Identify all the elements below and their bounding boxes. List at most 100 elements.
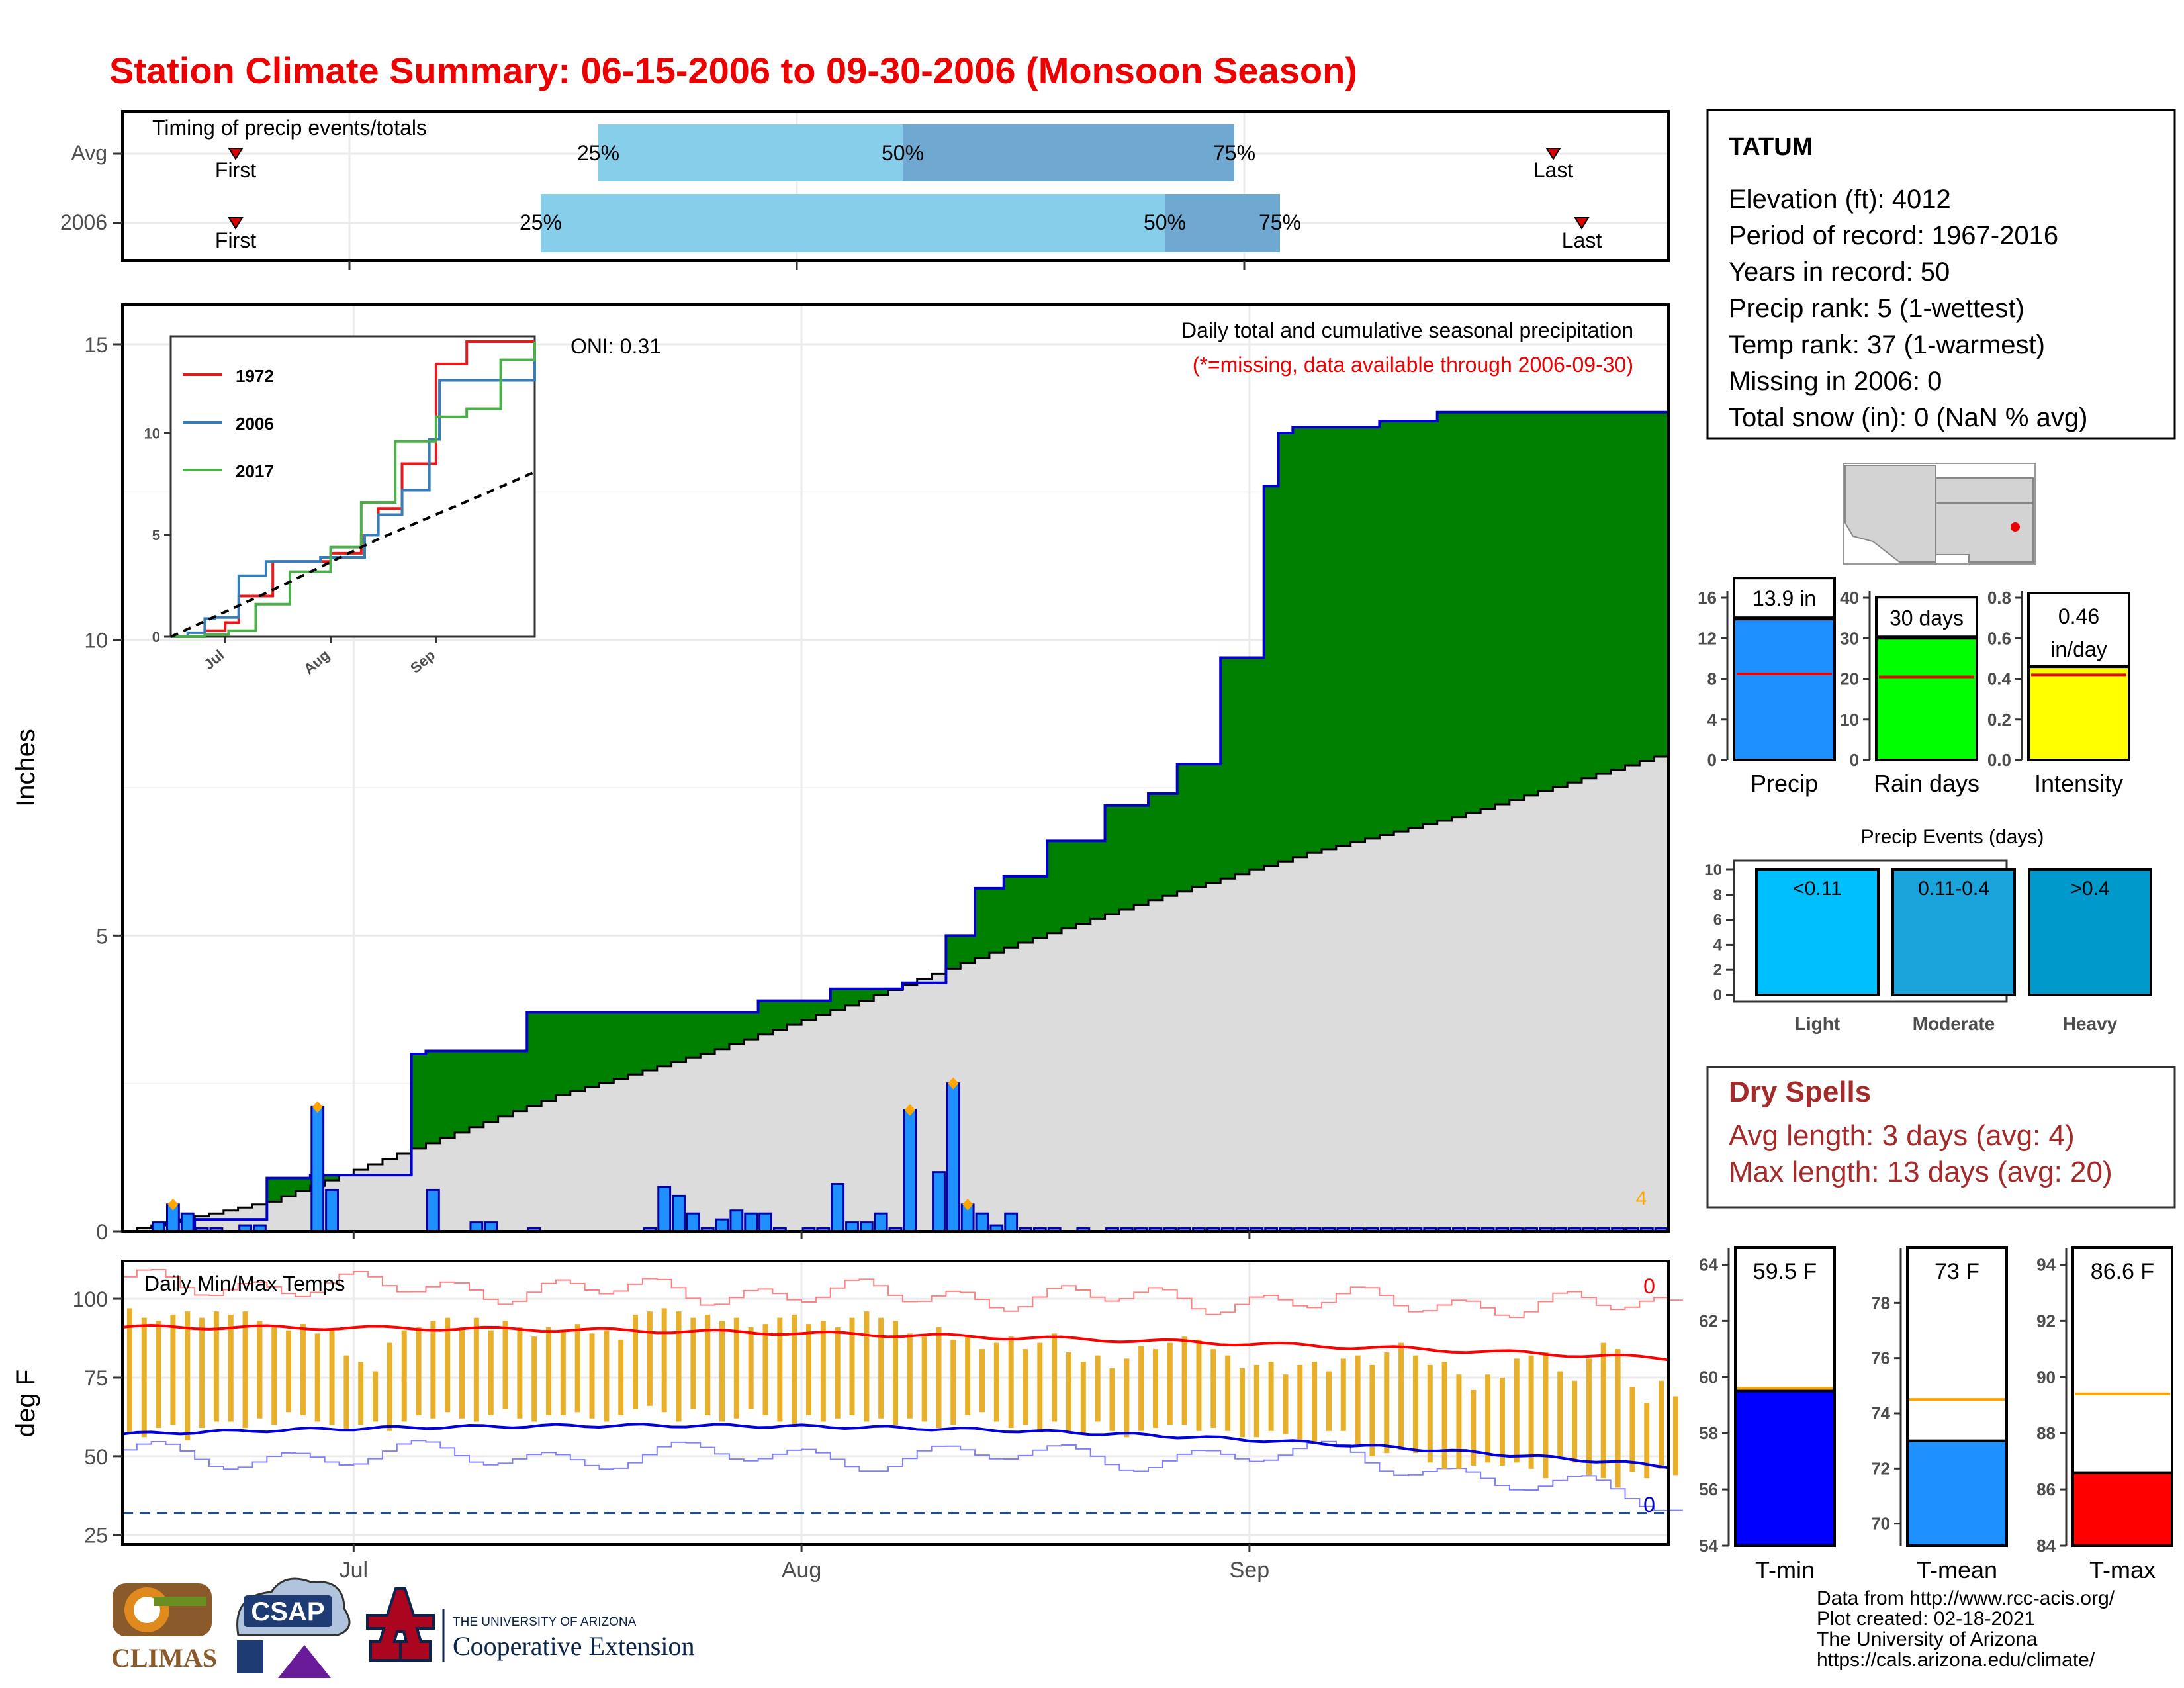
temp-bar-tick-label: 70	[1871, 1514, 1890, 1534]
mini-value-label: 13.9 in	[1752, 586, 1816, 610]
record-min-line	[122, 1440, 1683, 1511]
precip-panel: Daily total and cumulative seasonal prec…	[11, 303, 1670, 1244]
surplus-area	[1350, 427, 1366, 843]
surplus-area	[801, 1000, 817, 1020]
surplus-area	[1278, 433, 1293, 862]
surplus-area	[1105, 805, 1120, 915]
surplus-area	[989, 888, 1005, 953]
daily-precip-bar	[715, 1218, 729, 1233]
daily-precip-bar	[1004, 1212, 1019, 1233]
temp-y-axis-title: deg F	[11, 1370, 40, 1437]
surplus-area	[411, 1054, 427, 1149]
temp-bar-tick-label: 60	[1699, 1367, 1718, 1387]
surplus-area	[1582, 412, 1597, 778]
surplus-area	[758, 1000, 774, 1035]
surplus-area	[1293, 427, 1308, 857]
daily-precip-bar	[874, 1212, 888, 1233]
daily-precip-bar	[758, 1212, 772, 1233]
precip-ytick-label: 5	[96, 924, 108, 948]
timing-panel-label: Timing of precip events/totals	[152, 116, 427, 140]
oni-label: ONI: 0.31	[570, 334, 661, 358]
inset-legend-1972: 1972	[236, 366, 274, 386]
surplus-area	[874, 988, 889, 996]
surplus-area	[830, 988, 846, 1011]
temp-bar-tick-label: 72	[1871, 1458, 1890, 1478]
event-bar-label: Heavy	[2063, 1013, 2118, 1034]
station-period: Period of record: 1967-2016	[1729, 221, 2058, 250]
surplus-area	[512, 1051, 527, 1111]
timing-row-avg: Avg	[71, 141, 107, 165]
inset-legend-2017: 2017	[236, 461, 274, 481]
daily-precip-bar	[180, 1212, 195, 1233]
2006-last-label: Last	[1562, 228, 1602, 252]
surplus-area	[1148, 793, 1163, 900]
daily-max-marker	[962, 1198, 974, 1211]
temp-bar-tick-label: 94	[2036, 1254, 2056, 1274]
surplus-area	[527, 1012, 542, 1106]
footer-line-4: https://cals.arizona.edu/climate/	[1817, 1649, 2095, 1671]
ua-big-text: Cooperative Extension	[453, 1631, 694, 1661]
record-max-line	[122, 1269, 1683, 1318]
surplus-area	[483, 1051, 499, 1122]
temp-bar-tick-label: 74	[1871, 1403, 1890, 1423]
temp-bar-tick-label: 64	[1699, 1254, 1718, 1274]
inset-ytick-label: 0	[152, 629, 160, 645]
surplus-area	[1451, 412, 1467, 818]
inset-ytick-label: 5	[152, 527, 160, 543]
temp-ytick-label: 50	[84, 1445, 108, 1469]
temp-bar-tmean	[1906, 1439, 2008, 1548]
surplus-area	[1394, 421, 1409, 832]
daily-precip-bar	[686, 1212, 700, 1233]
surplus-area	[599, 1012, 614, 1083]
dry-spells-title: Dry Spells	[1729, 1076, 1871, 1108]
daily-precip-bar	[903, 1109, 917, 1233]
station-temp-rank: Temp rank: 37 (1-warmest)	[1729, 330, 2045, 359]
inset-legend-2006: 2006	[236, 414, 274, 434]
surplus-area	[1119, 805, 1134, 910]
surplus-area	[584, 1012, 600, 1088]
mini-tick-label: 4	[1707, 710, 1717, 729]
daily-max-marker	[904, 1103, 915, 1116]
surplus-area	[700, 1012, 715, 1054]
surplus-area	[469, 1051, 484, 1127]
temp-bar-label: T-mean	[1917, 1556, 1997, 1583]
mini-bar-precip	[1733, 618, 1836, 761]
surplus-area	[1249, 657, 1265, 870]
event-tick-label: 0	[1713, 986, 1722, 1004]
surplus-area	[1495, 412, 1510, 805]
temp-ytick-label: 25	[84, 1524, 108, 1548]
mini-value-label: 30 days	[1889, 606, 1964, 630]
mini-tick-label: 0.4	[1987, 669, 2012, 689]
temp-bar-tick-label: 62	[1699, 1311, 1718, 1331]
surplus-area	[844, 988, 860, 1006]
temp-ytick-label: 75	[84, 1366, 108, 1390]
surplus-area	[1509, 412, 1525, 800]
temp-layer	[122, 1261, 1683, 1544]
event-tick-label: 4	[1713, 936, 1723, 954]
footer-line-1: Data from http://www.rcc-acis.org/	[1817, 1587, 2115, 1609]
event-bar-moderate	[1891, 868, 2016, 996]
avg-timing-bar-late	[903, 124, 1234, 181]
temp-x-ticks: Jul Aug Sep	[340, 1544, 1269, 1583]
surplus-area	[1177, 764, 1193, 892]
mini-value-box	[1875, 596, 1978, 639]
station-info-box: TATUM Elevation (ft): 4012 Period of rec…	[1706, 109, 2176, 440]
daily-max-marker	[312, 1101, 323, 1113]
daily-precip-bar	[469, 1221, 484, 1233]
page-title: Station Climate Summary: 06-15-2006 to 0…	[109, 50, 1357, 91]
station-snow: Total snow (in): 0 (NaN % avg)	[1729, 403, 2087, 432]
surplus-area	[628, 1012, 643, 1075]
2006-q75-label: 75%	[1259, 211, 1301, 234]
temp-xtick-label: Jul	[340, 1558, 368, 1583]
station-years: Years in record: 50	[1729, 258, 1950, 287]
precip-area-layer	[122, 410, 1670, 1233]
surplus-area	[1075, 841, 1091, 924]
inset-lines	[170, 340, 536, 638]
csap-logo: CSAP	[236, 1577, 351, 1678]
temp-bar-tick-label: 92	[2036, 1311, 2056, 1331]
precip-ytick-label: 0	[96, 1220, 108, 1244]
mini-tick-label: 20	[1840, 669, 1859, 689]
temp-summary-bars: 54 56 58 60 62 64 59.5 F T-min 70 72 74 76 78 73 F T-m…	[1699, 1246, 2173, 1583]
temp-bar-tick-label: 88	[2036, 1423, 2056, 1443]
